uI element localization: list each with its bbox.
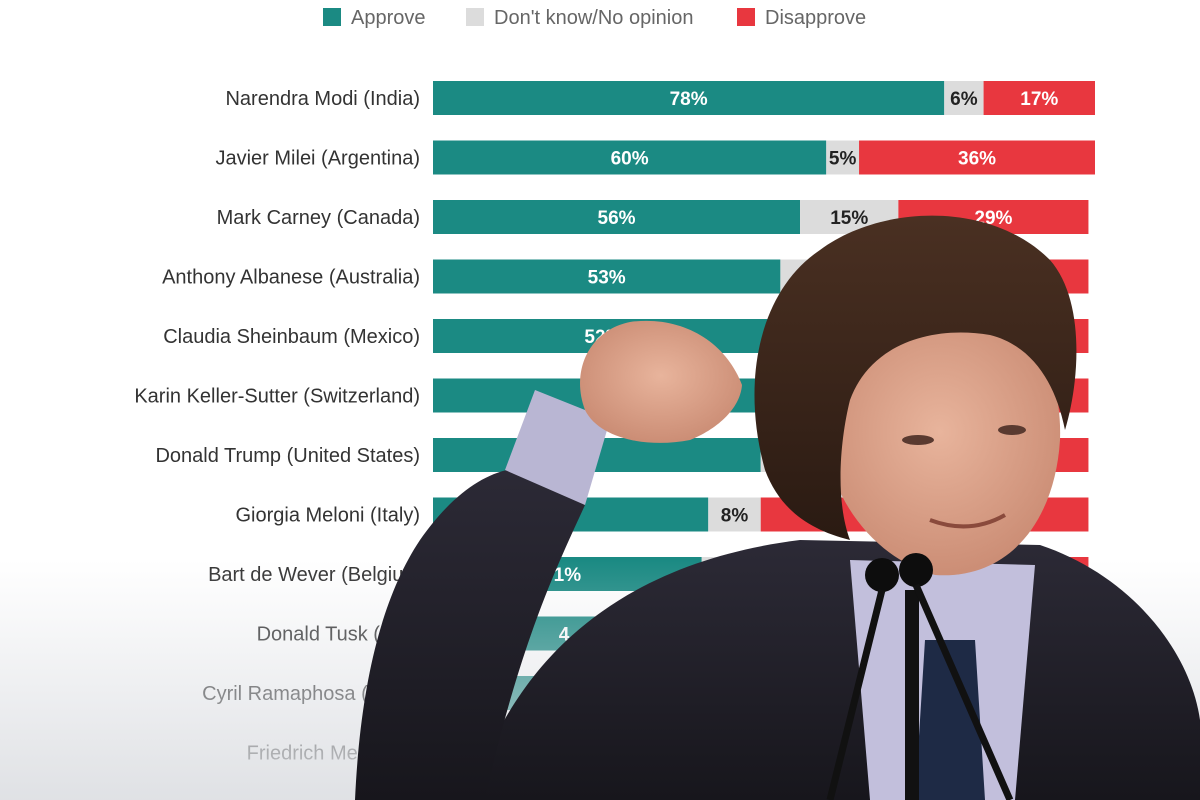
- category-label: Anthony Albanese (Australia): [162, 267, 420, 289]
- data-label: 4: [559, 625, 570, 646]
- data-label: 52%: [584, 327, 622, 348]
- legend-label-0: Approve: [351, 7, 426, 29]
- bar-segment-2: [983, 81, 1095, 115]
- chart-row: Donald Tusk (Pola 4: [257, 616, 1089, 651]
- bar-segment-2: [891, 378, 1089, 413]
- bar-segment-0: [433, 81, 945, 115]
- chart-row: Cyril Ramaphosa (South: [202, 676, 1089, 710]
- category-label: Claudia Sheinbaum (Mexico): [163, 326, 420, 348]
- category-label: Donald Tusk (Pola: [257, 624, 421, 646]
- data-label: 17%: [1020, 89, 1058, 110]
- data-label: 6%: [950, 89, 978, 110]
- data-label: 6: [775, 446, 786, 467]
- bar-segment-0: [433, 676, 696, 710]
- chart-row: Friedrich Merz (Ger: [247, 735, 1089, 770]
- bar-segment-0: [433, 259, 781, 294]
- bar-segment-0: [433, 140, 827, 175]
- bar-segment-1: [944, 81, 984, 115]
- chart-row: Claudia Sheinbaum (Mexico) 52%: [163, 319, 1089, 353]
- data-label: 36%: [958, 149, 996, 170]
- chart-row: Giorgia Meloni (Italy) 8%: [235, 497, 1089, 532]
- category-label: Donald Trump (United States): [155, 445, 420, 467]
- bar-segment-0: [433, 735, 683, 770]
- category-label: Friedrich Merz (Ger: [247, 743, 421, 765]
- data-label: 60%: [611, 149, 649, 170]
- bar-segment-2: [773, 676, 1089, 710]
- chart-legend: Approve Don't know/No opinion Disapprove: [323, 7, 866, 29]
- bar-segment-1: [826, 140, 860, 175]
- bar-segment-2: [813, 557, 1089, 591]
- bar-segment-1: [695, 676, 774, 710]
- bar-segment-1: [708, 497, 761, 532]
- category-label: Narendra Modi (India): [225, 88, 420, 110]
- data-label: 17%: [738, 565, 776, 586]
- bar-segment-0: [433, 378, 761, 413]
- bar-segment-1: [760, 378, 892, 413]
- data-label: 5%: [829, 149, 857, 170]
- chart-row: Narendra Modi (India) 78% 6% 17%: [225, 81, 1095, 115]
- data-label: 78%: [670, 89, 708, 110]
- data-label: 15%: [830, 208, 868, 229]
- bar-segment-2: [760, 735, 1089, 770]
- chart-row: Mark Carney (Canada) 56% 15% 29%: [217, 200, 1089, 234]
- data-label: 56%: [598, 208, 636, 229]
- chart-rows: Narendra Modi (India) 78% 6% 17% Javier Mile…: [134, 81, 1095, 770]
- chart-row: Anthony Albanese (Australia) 53%: [162, 259, 1089, 294]
- category-label: Karin Keller-Sutter (Switzerland): [134, 386, 420, 408]
- legend-swatch-1: [466, 8, 484, 26]
- legend-swatch-0: [323, 8, 341, 26]
- legend-label-1: Don't know/No opinion: [494, 7, 694, 29]
- chart-row: Javier Milei (Argentina) 60% 5% 36%: [215, 140, 1095, 175]
- bar-segment-2: [786, 616, 1089, 651]
- bar-segment-1: [780, 259, 873, 294]
- legend-label-2: Disapprove: [765, 7, 866, 29]
- bar-segment-0: [433, 200, 801, 234]
- data-label: 8%: [721, 506, 749, 527]
- bar-segment-2: [760, 497, 1089, 532]
- bar-segment-0: [433, 497, 709, 532]
- category-label: Mark Carney (Canada): [217, 207, 420, 229]
- data-label: 29%: [974, 208, 1012, 229]
- bar-segment-1: [773, 319, 866, 353]
- chart-row: Bart de Wever (Belgium 1% 17%: [208, 557, 1089, 591]
- bar-segment-2: [872, 259, 1089, 294]
- category-label: Bart de Wever (Belgium: [208, 564, 420, 586]
- data-label: 53%: [588, 268, 626, 289]
- category-label: Giorgia Meloni (Italy): [235, 505, 420, 527]
- bar-segment-2: [859, 140, 1095, 175]
- legend-swatch-2: [737, 8, 755, 26]
- bar-segment-1: [682, 735, 761, 770]
- bar-segment-1: [695, 616, 787, 651]
- data-label: 1%: [554, 565, 582, 586]
- chart-row: Donald Trump (United States) 6: [155, 438, 1089, 472]
- chart-row: Karin Keller-Sutter (Switzerland): [134, 378, 1089, 413]
- bar-segment-2: [865, 319, 1089, 353]
- category-label: Javier Milei (Argentina): [215, 148, 420, 170]
- category-label: Cyril Ramaphosa (South: [202, 683, 420, 705]
- bar-segment-2: [800, 438, 1089, 472]
- bar-segment-0: [433, 438, 761, 472]
